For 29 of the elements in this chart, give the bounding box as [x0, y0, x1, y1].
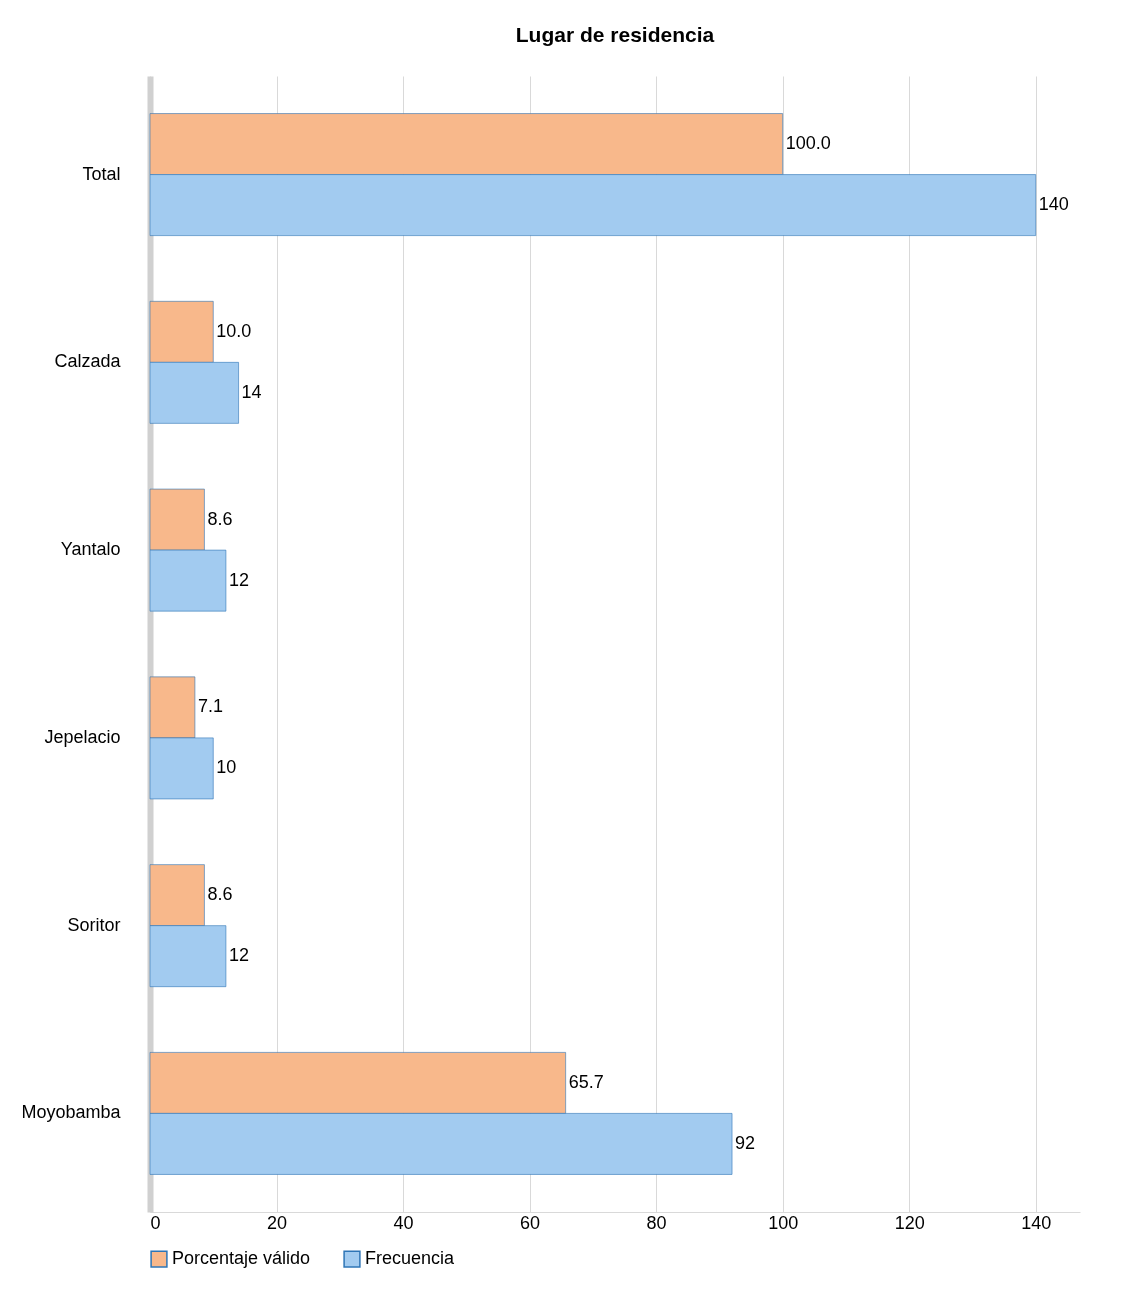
data-label: 7.1	[197, 696, 223, 717]
data-label: 10.0	[216, 320, 252, 341]
data-label: 12	[228, 569, 249, 590]
data-label: 100.0	[785, 133, 831, 154]
data-label: 12	[228, 945, 249, 966]
data-label: 92	[735, 1132, 756, 1153]
x-tick-label: 20	[267, 1212, 288, 1233]
x-tick-label: 60	[520, 1212, 541, 1233]
data-label: 10	[216, 757, 237, 778]
chart-title: Lugar de residencia	[515, 23, 715, 46]
data-label: 65.7	[568, 1071, 604, 1092]
y-tick-label: Soritor	[67, 914, 121, 935]
legend-label: Porcentaje válido	[172, 1248, 311, 1269]
data-label: 140	[1038, 194, 1069, 215]
x-tick-label: 0	[150, 1212, 161, 1233]
data-label: 8.6	[207, 508, 233, 529]
y-tick-label: Yantalo	[60, 539, 121, 560]
x-tick-label: 40	[393, 1212, 414, 1233]
legend-label: Frecuencia	[365, 1248, 456, 1269]
x-tick-label: 140	[1021, 1212, 1052, 1233]
x-tick-label: 100	[768, 1212, 799, 1233]
x-tick-label: 120	[894, 1212, 925, 1233]
x-tick-label: 80	[646, 1212, 667, 1233]
y-tick-label: Moyobamba	[21, 1102, 122, 1123]
y-tick-label: Total	[82, 163, 121, 184]
data-label: 8.6	[207, 884, 233, 905]
y-tick-label: Jepelacio	[44, 726, 121, 747]
data-label: 14	[241, 381, 262, 402]
y-tick-label: Calzada	[54, 351, 122, 372]
